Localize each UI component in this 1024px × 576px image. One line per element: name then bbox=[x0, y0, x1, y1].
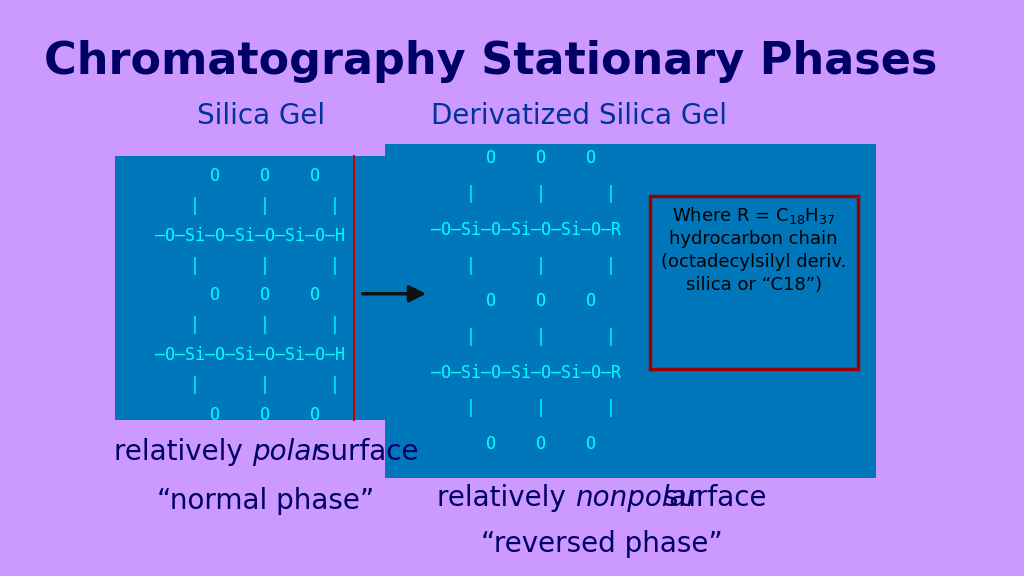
Text: |      |      |: | | | bbox=[436, 328, 616, 346]
Text: O    O    O: O O O bbox=[457, 292, 596, 310]
Text: relatively: relatively bbox=[115, 438, 252, 466]
Text: relatively: relatively bbox=[437, 484, 574, 512]
Text: O    O    O: O O O bbox=[457, 149, 596, 168]
Bar bbox=[650, 196, 858, 369]
Text: |      |      |: | | | bbox=[161, 256, 340, 275]
Text: Where R = C$_{18}$H$_{37}$: Where R = C$_{18}$H$_{37}$ bbox=[672, 206, 836, 226]
Text: nonpolar: nonpolar bbox=[574, 484, 698, 512]
Text: Chromatography Stationary Phases: Chromatography Stationary Phases bbox=[44, 40, 938, 84]
Text: hydrocarbon chain: hydrocarbon chain bbox=[670, 230, 838, 248]
Text: |      |      |: | | | bbox=[436, 399, 616, 418]
Text: –O–Si–O–Si–O–Si–O–R: –O–Si–O–Si–O–Si–O–R bbox=[431, 221, 622, 239]
Text: |      |      |: | | | bbox=[161, 196, 340, 215]
Text: –O–Si–O–Si–O–Si–O–H: –O–Si–O–Si–O–Si–O–H bbox=[156, 226, 345, 245]
Text: |      |      |: | | | bbox=[436, 185, 616, 203]
Text: surface: surface bbox=[654, 484, 766, 512]
Bar bbox=[115, 156, 412, 420]
Text: polar: polar bbox=[252, 438, 323, 466]
Text: silica or “C18”): silica or “C18”) bbox=[686, 276, 821, 294]
Text: Derivatized Silica Gel: Derivatized Silica Gel bbox=[431, 101, 727, 130]
Text: O    O    O: O O O bbox=[180, 286, 321, 305]
Bar bbox=[385, 144, 876, 478]
Text: O    O    O: O O O bbox=[180, 406, 321, 425]
Text: |      |      |: | | | bbox=[161, 376, 340, 395]
Text: |      |      |: | | | bbox=[161, 316, 340, 335]
Text: –O–Si–O–Si–O–Si–O–R: –O–Si–O–Si–O–Si–O–R bbox=[431, 363, 622, 382]
Text: “normal phase”: “normal phase” bbox=[157, 487, 374, 515]
Text: surface: surface bbox=[307, 438, 419, 466]
Text: Silica Gel: Silica Gel bbox=[197, 101, 325, 130]
Text: “reversed phase”: “reversed phase” bbox=[480, 530, 722, 558]
Text: –O–Si–O–Si–O–Si–O–H: –O–Si–O–Si–O–Si–O–H bbox=[156, 346, 345, 365]
Text: |      |      |: | | | bbox=[436, 256, 616, 275]
Text: (octadecylsilyl deriv.: (octadecylsilyl deriv. bbox=[660, 253, 846, 271]
Text: O    O    O: O O O bbox=[180, 166, 321, 185]
Text: O    O    O: O O O bbox=[457, 435, 596, 453]
